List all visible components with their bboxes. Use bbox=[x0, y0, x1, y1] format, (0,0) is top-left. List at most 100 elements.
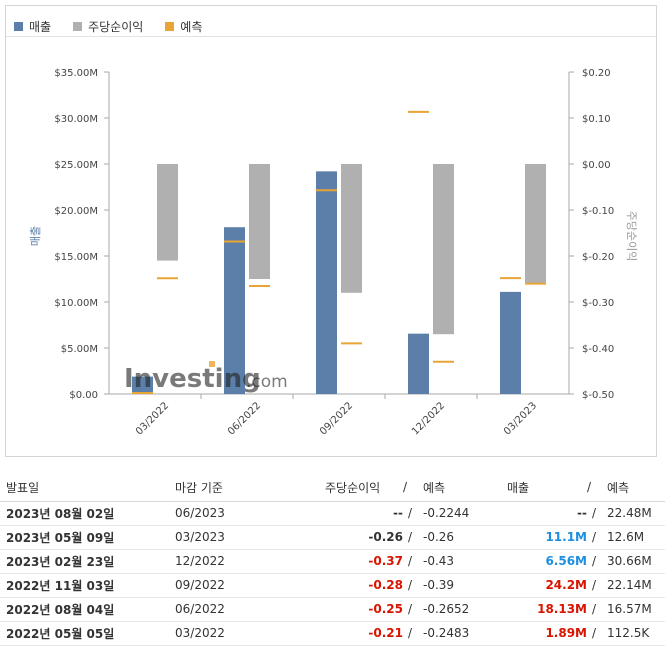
chart-legend: 매출 주당순이익 예측 bbox=[14, 14, 224, 38]
sep-cell: / bbox=[587, 525, 601, 550]
left-tick-label: $5.00M bbox=[61, 344, 98, 355]
date-cell: 2022년 08월 04일 bbox=[0, 597, 175, 622]
revenue-forecast-cell: 30.66M bbox=[601, 549, 665, 574]
x-tick-label: 09/2022 bbox=[318, 400, 355, 437]
sep-cell: / bbox=[587, 597, 601, 622]
date-cell: 2022년 11월 03일 bbox=[0, 573, 175, 598]
period-cell: 06/2023 bbox=[175, 501, 325, 526]
earnings-table: 발표일 마감 기준 주당순이익 / 예측 매출 / 예측 2023년 08월 0… bbox=[0, 474, 665, 646]
sep-cell: / bbox=[403, 621, 417, 646]
table-row: 2022년 05월 05일 03/2022 -0.21/-0.2483 1.89M/1… bbox=[0, 621, 665, 646]
legend-label-revenue: 매출 bbox=[29, 19, 52, 34]
legend-label-forecast: 예측 bbox=[180, 19, 203, 34]
eps-cell: -- bbox=[325, 501, 403, 526]
sep-cell: / bbox=[403, 597, 417, 622]
legend-item-forecast[interactable]: 예측 bbox=[165, 18, 202, 35]
eps-cell: -0.25 bbox=[325, 597, 403, 622]
eps-bar bbox=[525, 164, 546, 284]
right-tick-label: $-0.10 bbox=[582, 206, 614, 217]
right-tick-label: $-0.50 bbox=[582, 390, 614, 401]
revenue-forecast-cell: 22.14M bbox=[601, 573, 665, 598]
eps-cell: -0.21 bbox=[325, 621, 403, 646]
revenue-cell: -- bbox=[507, 501, 587, 526]
sep-cell: / bbox=[403, 501, 417, 526]
date-cell: 2022년 05월 05일 bbox=[0, 621, 175, 646]
eps-forecast-cell: -0.39 bbox=[417, 573, 507, 598]
investing-watermark-suffix: .com bbox=[246, 372, 288, 392]
sep-cell: / bbox=[587, 621, 601, 646]
legend-swatch-forecast bbox=[165, 21, 175, 31]
left-tick-label: $30.00M bbox=[54, 114, 98, 125]
legend-divider bbox=[6, 36, 656, 37]
period-cell: 12/2022 bbox=[175, 549, 325, 574]
eps-cell: -0.28 bbox=[325, 573, 403, 598]
period-cell: 06/2022 bbox=[175, 597, 325, 622]
left-tick-label: $15.00M bbox=[54, 252, 98, 263]
table-body: 2023년 08월 02일 06/2023 -- / -0.2244 --/22.48M 2… bbox=[0, 501, 665, 646]
left-tick-label: $25.00M bbox=[54, 160, 98, 171]
eps-forecast-cell: -0.2652 bbox=[417, 597, 507, 622]
date-cell: 2023년 08월 02일 bbox=[0, 501, 175, 526]
revenue-forecast-cell: 16.57M bbox=[601, 597, 665, 622]
right-tick-label: $0.20 bbox=[582, 68, 611, 79]
eps-forecast-cell: -0.2483 bbox=[417, 621, 507, 646]
table-row: 2023년 05월 09일 03/2023 -0.26/-0.26 11.1M/12.… bbox=[0, 525, 665, 550]
revenue-bar bbox=[316, 171, 337, 394]
legend-item-revenue[interactable]: 매출 bbox=[14, 18, 51, 35]
date-cell: 2023년 05월 09일 bbox=[0, 525, 175, 550]
table-header-row: 발표일 마감 기준 주당순이익 / 예측 매출 / 예측 bbox=[0, 474, 665, 502]
legend-swatch-revenue bbox=[14, 21, 23, 31]
sep-cell: / bbox=[403, 549, 417, 574]
eps-forecast-cell: -0.2244 bbox=[417, 501, 507, 526]
eps-bar bbox=[433, 164, 454, 335]
x-tick-label: 06/2022 bbox=[226, 400, 263, 437]
eps-cell: -0.37 bbox=[325, 549, 403, 574]
period-cell: 03/2022 bbox=[175, 621, 325, 646]
left-tick-label: $35.00M bbox=[54, 68, 98, 79]
revenue-forecast-cell: 22.48M bbox=[601, 501, 665, 526]
sep-cell: / bbox=[587, 549, 601, 574]
right-tick-label: $-0.40 bbox=[582, 344, 614, 355]
sep-cell: / bbox=[403, 573, 417, 598]
watermark-dot-icon bbox=[209, 361, 215, 367]
revenue-bar bbox=[132, 376, 153, 394]
eps-bar bbox=[341, 164, 362, 293]
eps-bar bbox=[157, 164, 178, 261]
revenue-bar bbox=[500, 291, 521, 394]
period-cell: 03/2023 bbox=[175, 525, 325, 550]
revenue-bar bbox=[408, 333, 429, 394]
eps-forecast-cell: -0.26 bbox=[417, 525, 507, 550]
right-tick-label: $0.00 bbox=[582, 160, 611, 171]
table-row: 2022년 11월 03일 09/2022 -0.28/-0.39 24.2M/22.… bbox=[0, 573, 665, 598]
eps-bar bbox=[249, 164, 270, 279]
table-row: 2022년 08월 04일 06/2022 -0.25/-0.2652 18.13M /… bbox=[0, 597, 665, 622]
left-tick-label: $20.00M bbox=[54, 206, 98, 217]
header-sep: / bbox=[403, 474, 417, 502]
revenue-bar bbox=[224, 227, 245, 394]
revenue-cell: 1.89M bbox=[507, 621, 587, 646]
left-tick-label: $0.00 bbox=[69, 390, 98, 401]
x-tick-label: 03/2023 bbox=[502, 400, 539, 437]
revenue-forecast-cell: 112.5K bbox=[601, 621, 665, 646]
header-period: 마감 기준 bbox=[175, 474, 325, 502]
header-date[interactable]: 발표일 bbox=[0, 474, 175, 502]
revenue-forecast-cell: 12.6M bbox=[601, 525, 665, 550]
sep-cell: / bbox=[587, 501, 601, 526]
eps-forecast-cell: -0.43 bbox=[417, 549, 507, 574]
legend-item-eps[interactable]: 주당순이익 bbox=[73, 18, 143, 35]
header-sep: / bbox=[587, 474, 601, 502]
right-tick-label: $-0.20 bbox=[582, 252, 614, 263]
legend-swatch-eps bbox=[73, 21, 83, 31]
left-tick-label: $10.00M bbox=[54, 298, 98, 309]
table-row: 2023년 08월 02일 06/2023 -- / -0.2244 --/22.48M bbox=[0, 501, 665, 526]
investing-watermark-logo: Investing bbox=[124, 364, 261, 394]
chart-panel: 매출 주당순이익 예측 $0.00 $5.00M $10.00M $15.00M $20… bbox=[5, 5, 657, 457]
sep-cell: / bbox=[403, 525, 417, 550]
header-eps: 주당순이익 bbox=[325, 474, 403, 502]
sep-cell: / bbox=[587, 573, 601, 598]
table-row: 2023년 02월 23일 12/2022 -0.37/-0.43 6.56M/30.… bbox=[0, 549, 665, 574]
revenue-cell: 18.13M bbox=[507, 597, 587, 622]
period-cell: 09/2022 bbox=[175, 573, 325, 598]
eps-cell: -0.26 bbox=[325, 525, 403, 550]
left-axis-title: 매출 bbox=[29, 226, 42, 246]
